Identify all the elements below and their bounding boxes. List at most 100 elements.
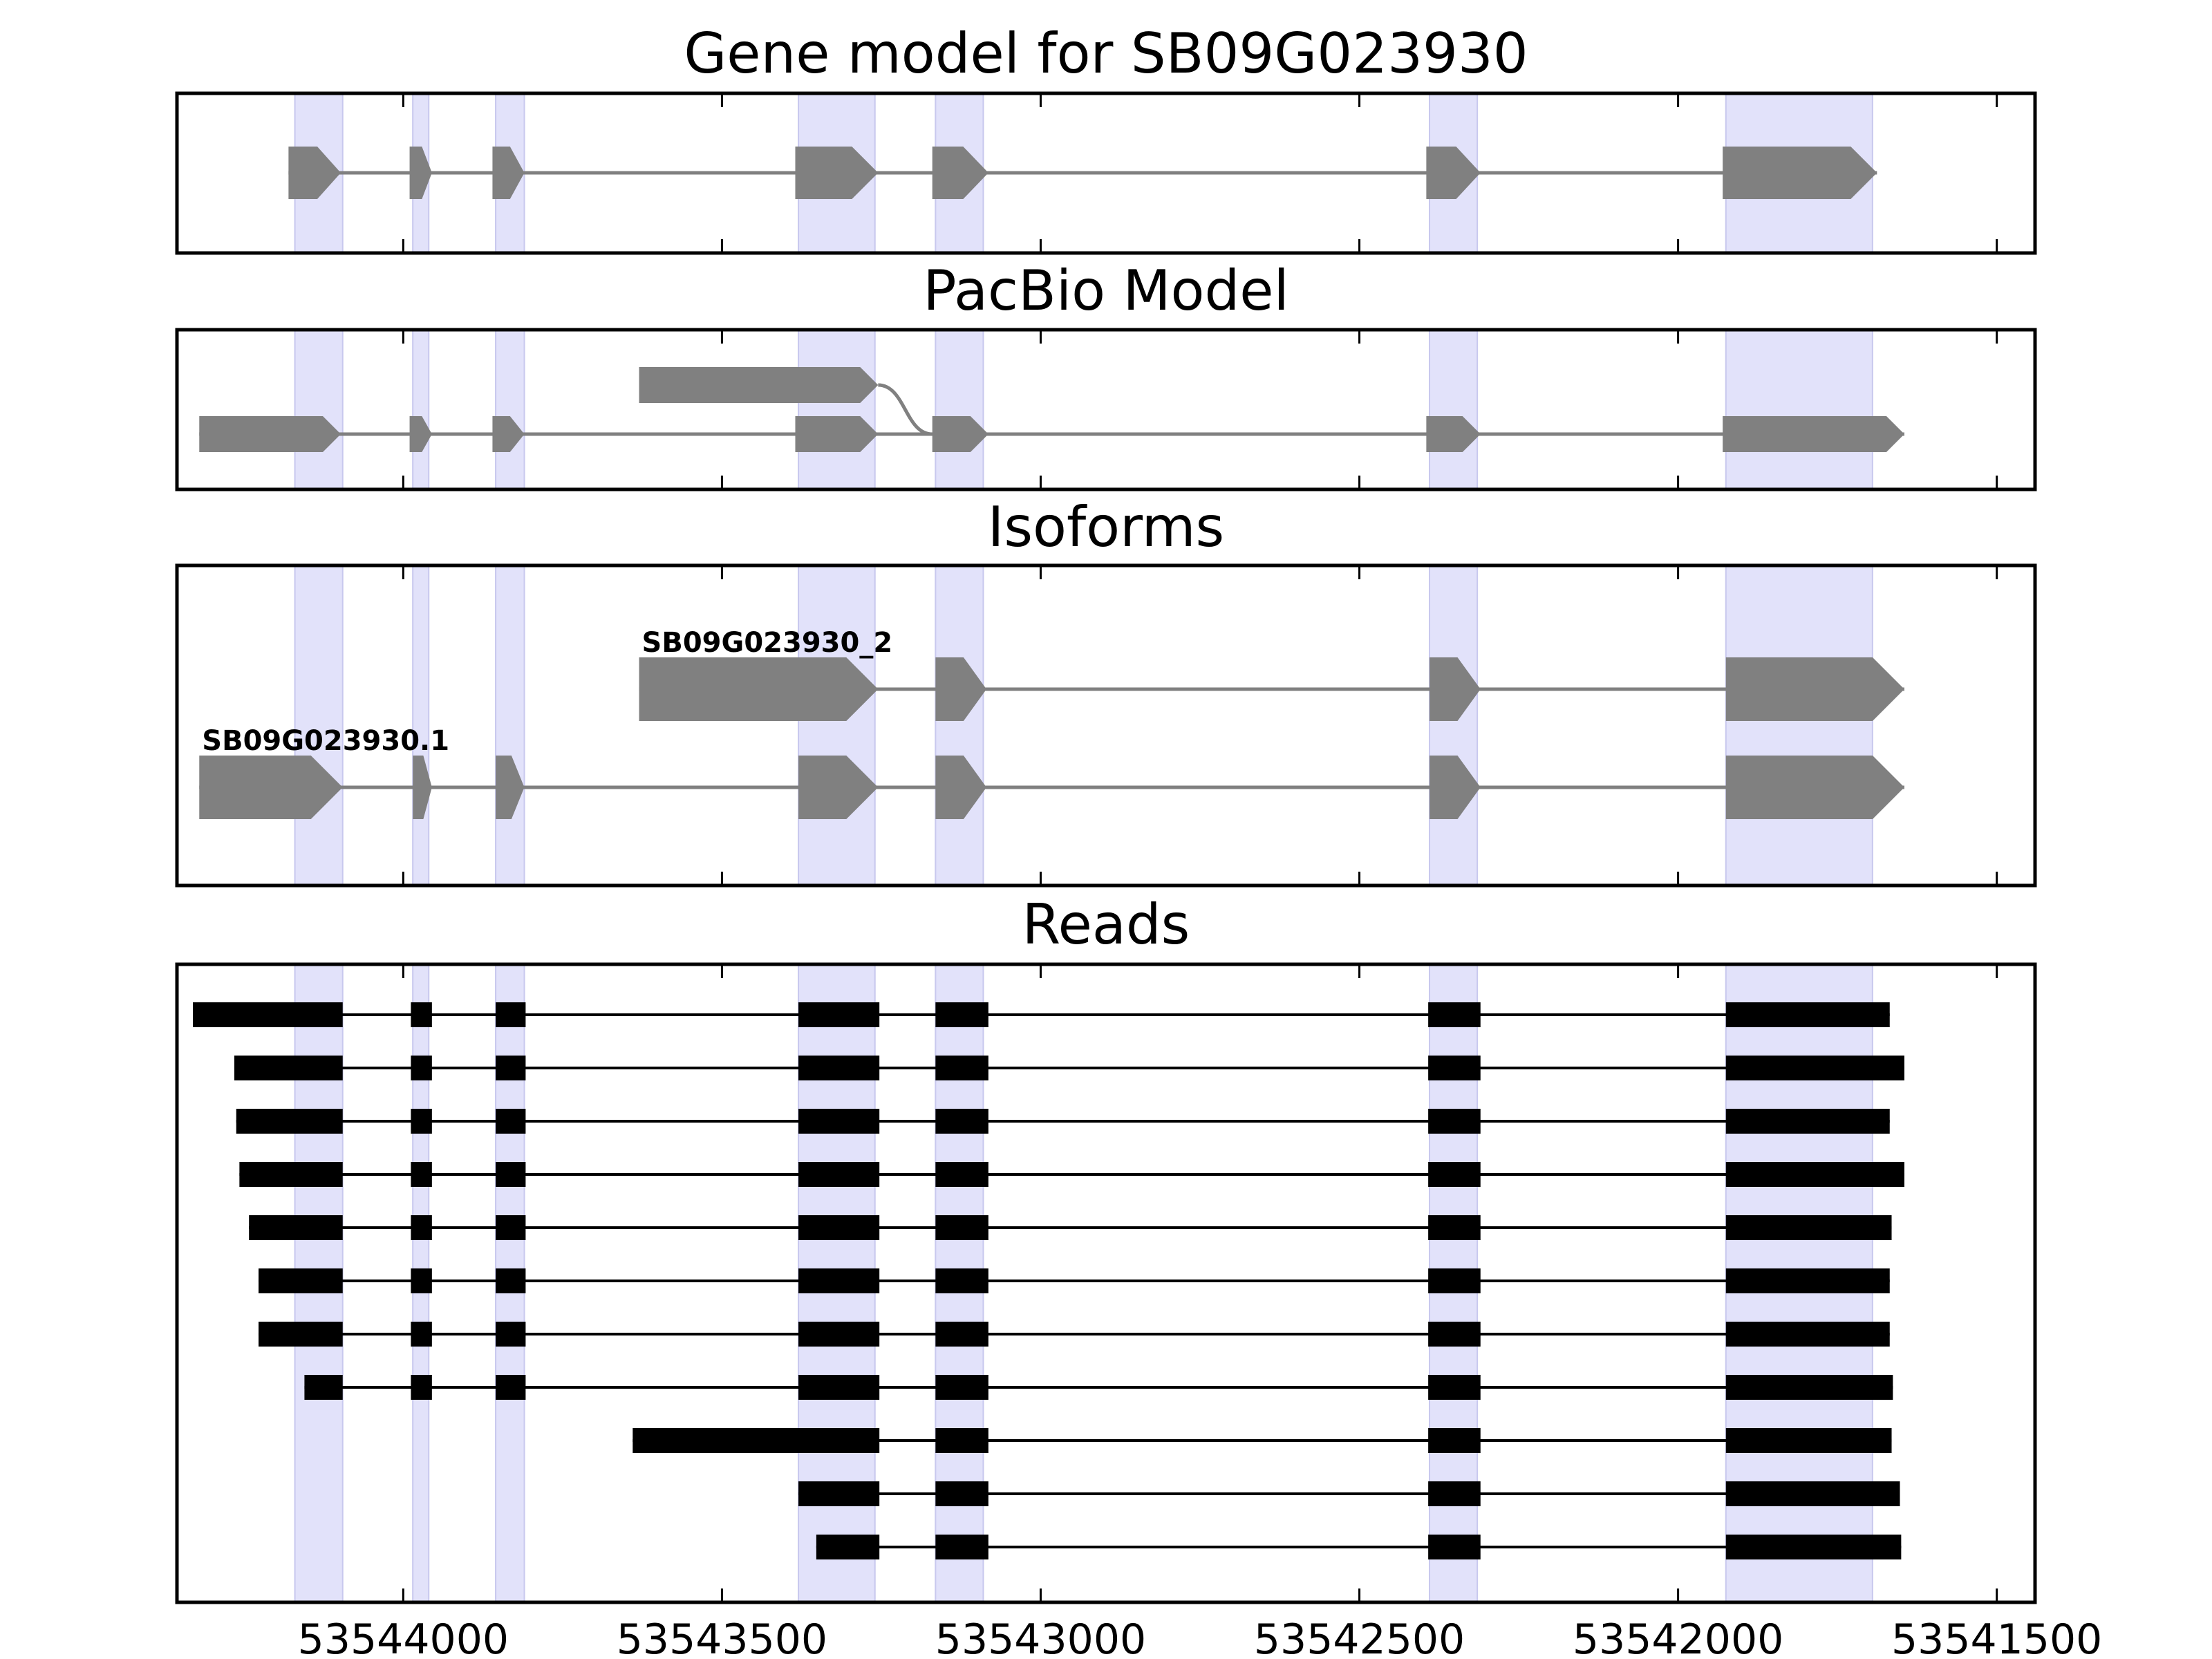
read-exon-block xyxy=(496,1162,526,1187)
read-exon-block xyxy=(411,1215,432,1240)
exon-arrow xyxy=(492,147,525,199)
isoforms-panel: SB09G023930_2 SB09G023930.1 xyxy=(175,563,2037,888)
read-exon-block xyxy=(1725,1002,1890,1027)
read-exon-block xyxy=(798,1002,880,1027)
exon-arrow xyxy=(1429,756,1481,819)
x-tick-label: 53542000 xyxy=(1573,1615,1783,1659)
read-exon-block xyxy=(1428,1002,1481,1027)
read-exon-block xyxy=(193,1002,343,1027)
read-exon-block xyxy=(798,1162,880,1187)
panel-frame xyxy=(175,91,2037,255)
highlight-band xyxy=(294,329,344,490)
read-exon-block xyxy=(935,1481,988,1506)
reads-panel xyxy=(175,962,2037,1604)
read-exon-block xyxy=(259,1268,343,1293)
panel-frame xyxy=(175,962,2037,1604)
read-exon-block xyxy=(1725,1535,1902,1559)
read-exon-block xyxy=(935,1162,988,1187)
read-exon-block xyxy=(239,1162,343,1187)
read-exon-block xyxy=(411,1162,432,1187)
gene-model-panel xyxy=(175,91,2037,255)
read-exon-block xyxy=(411,1109,432,1134)
highlight-band xyxy=(294,565,344,886)
read-exon-block xyxy=(496,1056,526,1080)
read-exon-block xyxy=(411,1375,432,1400)
read-exon-block xyxy=(1725,1428,1892,1453)
highlight-band xyxy=(1428,565,1479,886)
exon-arrow xyxy=(935,657,987,721)
read-exon-block xyxy=(798,1375,880,1400)
exon-arrow xyxy=(1723,416,1904,452)
read-exon-block xyxy=(1428,1056,1481,1080)
exon-arrow xyxy=(1725,657,1904,721)
read-exon-block xyxy=(249,1215,343,1240)
highlight-band xyxy=(495,565,525,886)
exon-arrow xyxy=(199,756,343,819)
read-exon-block xyxy=(411,1002,432,1027)
x-tick-label: 53543000 xyxy=(935,1615,1146,1659)
read-exon-block xyxy=(304,1375,343,1400)
x-tick-label: 53543500 xyxy=(617,1615,827,1659)
read-exon-block xyxy=(798,1481,880,1506)
exon-arrow xyxy=(639,657,879,721)
exon-arrow xyxy=(935,756,987,819)
read-exon-block xyxy=(411,1268,432,1293)
isoform-label: SB09G023930.1 xyxy=(202,725,449,757)
read-exon-block xyxy=(935,1428,988,1453)
read-exon-block xyxy=(496,1322,526,1347)
read-exon-block xyxy=(935,1215,988,1240)
read-exon-block xyxy=(1428,1215,1481,1240)
exon-arrow xyxy=(1723,147,1877,199)
read-exon-block xyxy=(1725,1109,1890,1134)
x-tick-label: 53542500 xyxy=(1254,1615,1465,1659)
x-tick-label: 53541500 xyxy=(1891,1615,2102,1659)
exon-arrow xyxy=(413,756,432,819)
read-exon-block xyxy=(259,1322,343,1347)
read-exon-block xyxy=(234,1056,343,1080)
read-exon-block xyxy=(236,1109,343,1134)
exon-arrow xyxy=(798,756,879,819)
read-exon-block xyxy=(411,1056,432,1080)
panel-title-isoforms: Isoforms xyxy=(988,495,1224,559)
read-exon-block xyxy=(1428,1428,1481,1453)
read-exon-block xyxy=(1725,1056,1904,1080)
read-exon-block xyxy=(1428,1268,1481,1293)
highlight-band xyxy=(412,329,430,490)
read-exon-block xyxy=(411,1322,432,1347)
exon-arrow xyxy=(288,147,341,199)
read-exon-block xyxy=(935,1268,988,1293)
exon-arrow xyxy=(795,416,879,452)
highlight-band xyxy=(1725,565,1873,886)
highlight-band xyxy=(798,565,876,886)
read-exon-block xyxy=(496,1002,526,1027)
read-exon-block xyxy=(798,1056,880,1080)
exon-arrow xyxy=(932,416,988,452)
highlight-band xyxy=(495,329,525,490)
read-exon-block xyxy=(1725,1268,1890,1293)
read-exon-block xyxy=(1428,1322,1481,1347)
highlight-band xyxy=(935,565,984,886)
read-exon-block xyxy=(798,1109,880,1134)
read-exon-block xyxy=(1725,1215,1892,1240)
read-exon-block xyxy=(1428,1109,1481,1134)
exon-arrow xyxy=(1426,147,1481,199)
exon-arrow xyxy=(639,367,879,403)
exon-arrow xyxy=(409,416,432,452)
isoform-label: SB09G023930_2 xyxy=(642,627,893,659)
read-exon-block xyxy=(798,1215,880,1240)
panel-title-pacbio-model: PacBio Model xyxy=(923,259,1288,323)
exon-arrow xyxy=(932,147,988,199)
panel-frame xyxy=(175,328,2037,491)
read-exon-block xyxy=(935,1002,988,1027)
splice-connector-curve xyxy=(878,383,932,436)
exon-arrow xyxy=(1429,657,1481,721)
read-exon-block xyxy=(496,1268,526,1293)
read-exon-block xyxy=(1725,1162,1904,1187)
read-exon-block xyxy=(1428,1481,1481,1506)
exon-arrow xyxy=(409,147,432,199)
read-exon-block xyxy=(935,1375,988,1400)
exon-arrow xyxy=(492,416,525,452)
highlight-band xyxy=(1725,329,1873,490)
read-exon-block xyxy=(935,1322,988,1347)
